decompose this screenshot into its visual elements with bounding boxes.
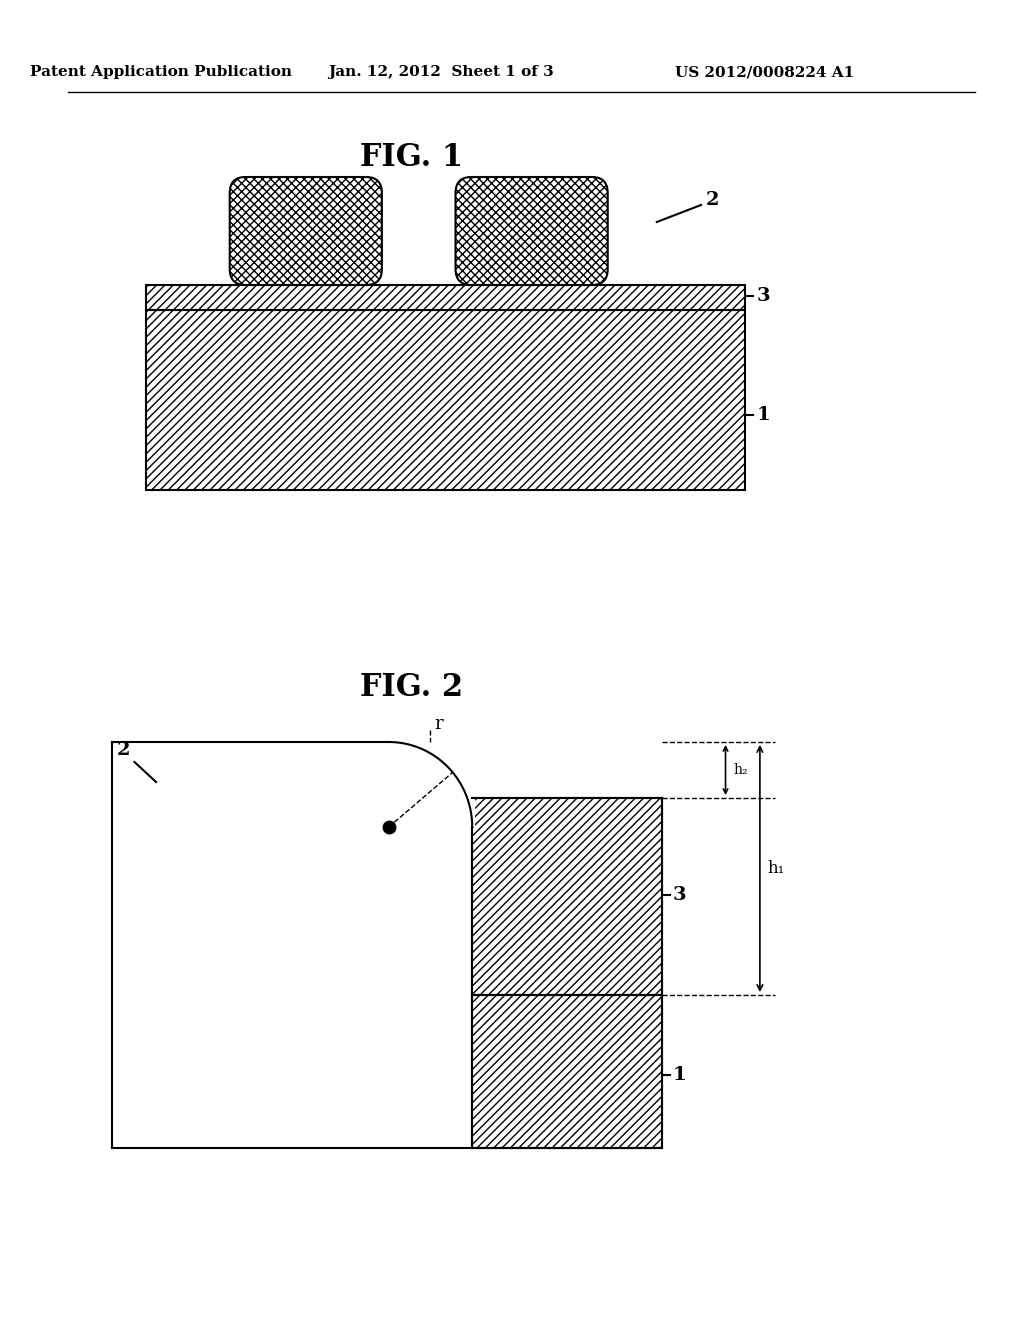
FancyBboxPatch shape (229, 177, 382, 285)
Bar (472, 799, 662, 995)
Text: 3: 3 (757, 286, 771, 305)
Text: 2: 2 (706, 191, 720, 209)
Text: 3: 3 (673, 886, 686, 904)
Text: 2: 2 (117, 741, 130, 759)
Text: FIG. 1: FIG. 1 (359, 143, 463, 173)
Bar (112, 742, 472, 1148)
Text: h₁: h₁ (768, 861, 785, 876)
Bar (146, 285, 745, 310)
Text: Patent Application Publication: Patent Application Publication (30, 65, 292, 79)
Bar (146, 310, 745, 490)
Text: 1: 1 (757, 407, 771, 424)
Text: r: r (434, 715, 443, 733)
Text: 1: 1 (673, 1067, 686, 1084)
Bar (389, 739, 475, 828)
FancyBboxPatch shape (456, 177, 607, 285)
Text: h₂: h₂ (733, 763, 748, 777)
Bar (472, 995, 662, 1148)
Text: FIG. 2: FIG. 2 (359, 672, 463, 704)
Text: US 2012/0008224 A1: US 2012/0008224 A1 (675, 65, 854, 79)
Text: Jan. 12, 2012  Sheet 1 of 3: Jan. 12, 2012 Sheet 1 of 3 (328, 65, 554, 79)
